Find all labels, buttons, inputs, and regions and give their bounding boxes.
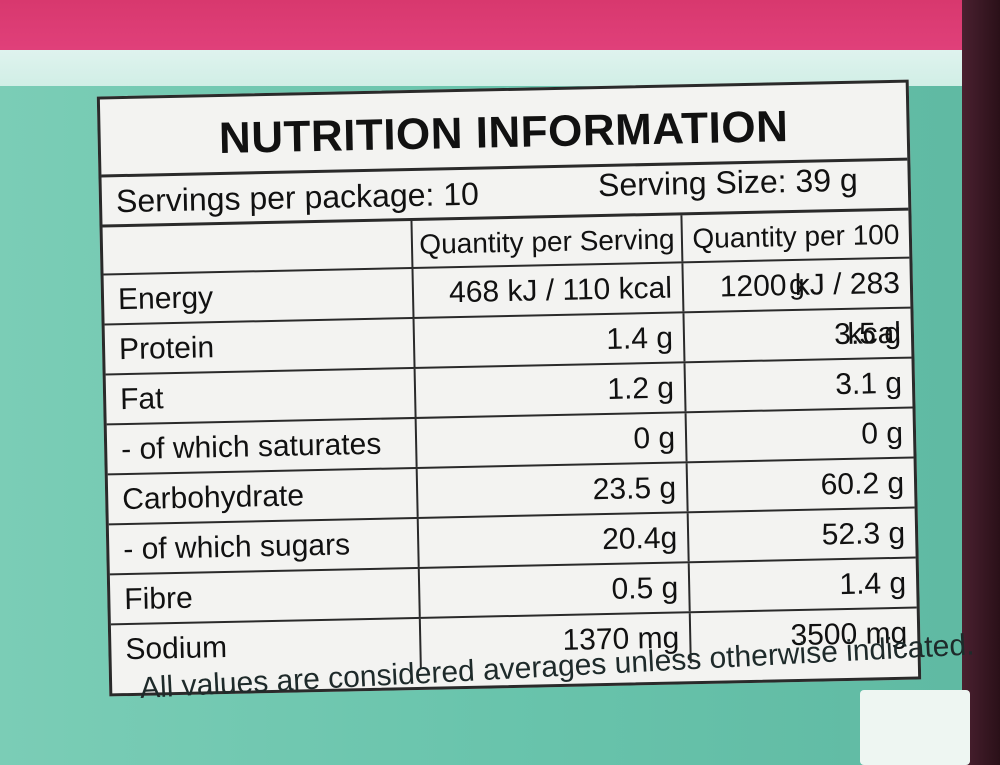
row-name: Energy (103, 268, 415, 324)
row-per-100g: 52.3 g (821, 516, 906, 552)
header-per-serving: Quantity per Serving (412, 215, 684, 267)
dark-edge (962, 0, 1000, 765)
row-per-100g: 1200 kJ / 283 kcal (719, 266, 902, 351)
bottom-label-card (860, 690, 970, 765)
row-per-100g: 60.2 g (820, 466, 905, 502)
row-per-100g: 3.1 g (834, 366, 903, 402)
pink-band (0, 0, 1000, 50)
row-per-serving: 1.4 g (414, 313, 686, 367)
serving-size: Serving Size: 39 g (597, 161, 859, 204)
row-name: Protein (104, 318, 416, 374)
header-per-100g: Quantity per 100 g (692, 218, 900, 301)
servings-per-package: Servings per package: 10 (115, 175, 480, 220)
row-per-serving: 468 kJ / 110 kcal (413, 263, 685, 317)
row-per-serving: 0.5 g (419, 563, 691, 617)
row-per-100g: 1.4 g (839, 566, 907, 602)
row-per-serving: 0 g (416, 413, 688, 467)
row-name: - of which sugars (108, 518, 420, 574)
header-blank (102, 220, 414, 274)
row-per-serving: 1.2 g (415, 363, 687, 417)
row-name: Fat (105, 368, 417, 424)
row-per-100g: 0 g (860, 416, 904, 451)
nutrition-panel: NUTRITION INFORMATION Servings per packa… (96, 79, 922, 697)
nutrition-table: Quantity per Serving Quantity per 100 g … (102, 210, 918, 676)
row-name: Fibre (109, 568, 421, 624)
row-per-serving: 23.5 g (417, 463, 689, 517)
row-per-serving: 20.4g (418, 513, 690, 567)
row-name: - of which saturates (106, 418, 418, 474)
row-name: Carbohydrate (107, 468, 419, 524)
row-per-100g: 3.5 g (833, 316, 902, 352)
